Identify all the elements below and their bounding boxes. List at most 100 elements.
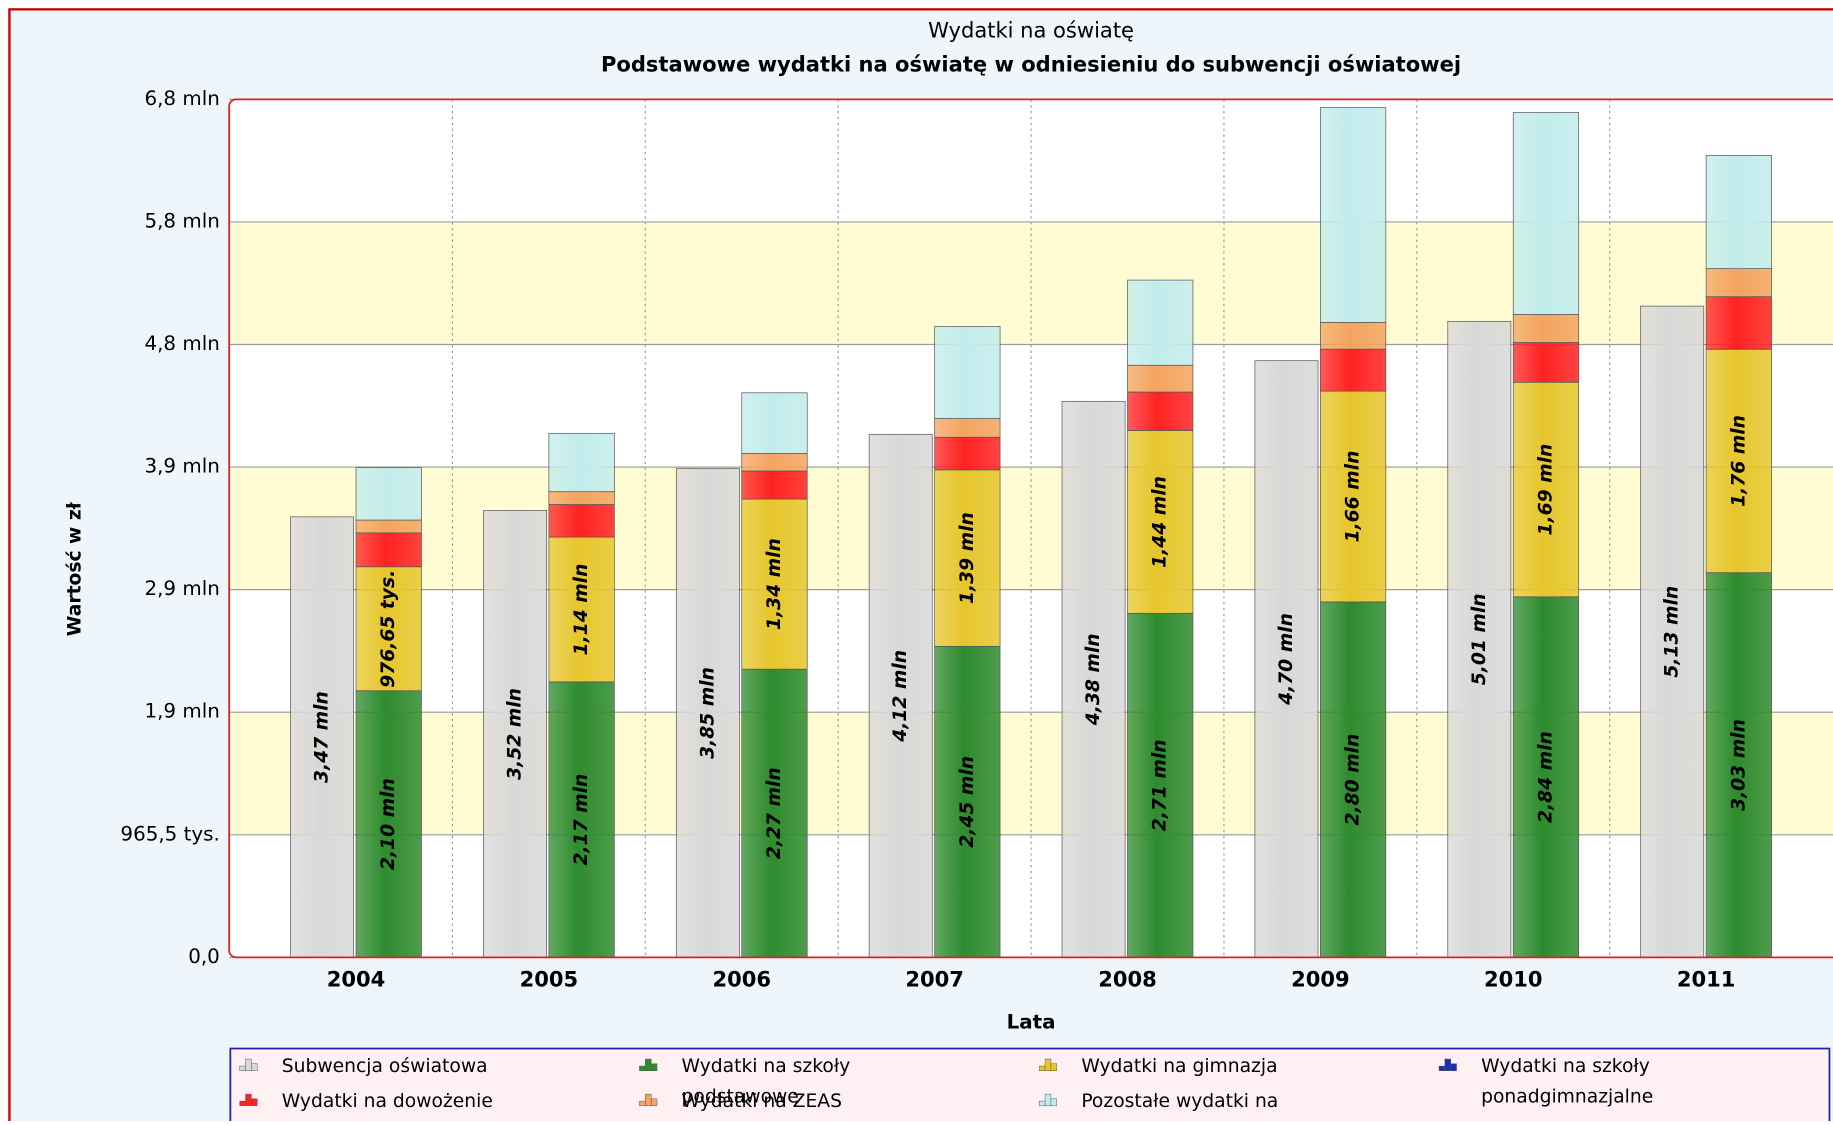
bar: [548, 536, 615, 683]
bar: [1705, 268, 1772, 298]
x-tick-label: 2009: [1291, 967, 1350, 992]
y-tick-label: 6,8 mln: [144, 87, 219, 110]
bar: [934, 326, 1001, 419]
bar: [1127, 279, 1194, 366]
bar: [1640, 305, 1705, 958]
bar: [355, 519, 422, 534]
bar: [1320, 601, 1387, 958]
bar: [741, 453, 808, 472]
y-tick-label: 4,8 mln: [144, 332, 219, 355]
bar: [1254, 360, 1319, 958]
value-label: 2,45 mln: [957, 756, 978, 848]
bar: [290, 516, 355, 958]
bar: [1061, 400, 1126, 958]
y-axis-label: Wartość w zł: [64, 501, 85, 636]
legend-swatch: [1044, 1058, 1052, 1071]
bar: [741, 498, 808, 670]
legend-label: Subwencja oświatowa: [281, 1054, 488, 1077]
bar: [934, 469, 1001, 647]
legend-swatch: [650, 1098, 658, 1107]
y-tick-label: 1,9 mln: [144, 700, 219, 723]
y-tick-label: 0,0: [188, 945, 220, 968]
bar: [548, 504, 615, 538]
value-label: 5,13 mln: [1662, 586, 1683, 678]
bar: [1320, 107, 1387, 323]
bar: [1512, 112, 1580, 315]
y-tick-label: 5,8 mln: [144, 209, 219, 232]
bar: [355, 690, 422, 958]
bar: [1127, 364, 1194, 393]
value-label: 3,52 mln: [504, 688, 525, 780]
x-tick-label: 2006: [712, 967, 771, 992]
x-axis-label: Lata: [1007, 1010, 1056, 1033]
value-label: 4,70 mln: [1276, 613, 1297, 706]
legend-item: Wydatki na szkoły ponadgimnazjalne: [1481, 1054, 1654, 1107]
legend-swatch: [639, 1100, 646, 1107]
value-label: 3,47 mln: [312, 691, 333, 783]
legend-swatch: [245, 1058, 252, 1071]
legend-label: Pozostałe wydatki na oswiatę: [1081, 1089, 1279, 1125]
value-label: 2,71 mln: [1150, 739, 1171, 831]
bar: [1705, 348, 1772, 574]
legend-item: Wydatki na gimnazja: [1081, 1054, 1278, 1077]
value-label: 1,76 mln: [1728, 415, 1749, 507]
legend-swatch: [251, 1098, 258, 1107]
legend-swatch: [1050, 1063, 1058, 1071]
bar: [548, 491, 615, 505]
bar: [1512, 342, 1580, 383]
legend-item: Wydatki na ZEAS: [681, 1089, 842, 1112]
bar: [934, 418, 1001, 438]
legend-swatch: [645, 1093, 652, 1107]
bar: [1705, 155, 1772, 269]
legend-label: Wydatki na szkoły podstawowe: [681, 1054, 851, 1107]
value-label: 1,66 mln: [1343, 451, 1364, 543]
legend-label: Wydatki na szkoły ponadgimnazjalne: [1481, 1054, 1654, 1107]
x-tick-label: 2010: [1484, 967, 1543, 992]
bar: [1512, 314, 1580, 343]
bar: [1512, 381, 1580, 598]
legend-swatch: [1438, 1065, 1446, 1071]
legend-swatch: [245, 1093, 252, 1107]
legend-swatch: [1039, 1100, 1046, 1107]
value-label: 3,85 mln: [697, 667, 718, 759]
bar: [868, 433, 933, 958]
value-label: 4,38 mln: [1083, 633, 1104, 726]
bar: [1320, 390, 1387, 603]
bar: [1127, 430, 1194, 614]
y-tick-label: 965,5 tys.: [120, 822, 219, 845]
value-label: 1,14 mln: [571, 564, 592, 656]
legend-item: Subwencja oświatowa: [281, 1054, 488, 1077]
legend-swatch: [645, 1058, 652, 1071]
bar: [548, 432, 615, 493]
bar: [355, 532, 422, 568]
legend: [229, 1047, 1831, 1125]
y-tick-label: 2,9 mln: [144, 577, 219, 600]
legend-label: Wydatki na dowożenie uczniów: [281, 1089, 493, 1125]
value-label: 5,01 mln: [1469, 593, 1490, 685]
legend-item: Wydatki na dowożenie uczniów: [281, 1089, 493, 1125]
bar: [1127, 612, 1194, 958]
value-label: 1,39 mln: [957, 512, 978, 604]
bar: [548, 681, 615, 958]
x-tick-label: 2008: [1098, 967, 1157, 992]
legend-label: Wydatki na gimnazja: [1081, 1054, 1278, 1077]
value-label: 976,65 tys.: [378, 570, 399, 688]
bar: [1447, 320, 1512, 958]
legend-swatch: [1450, 1063, 1457, 1071]
bar: [934, 436, 1001, 471]
bar: [483, 510, 547, 958]
legend-swatch: [239, 1100, 246, 1107]
value-label: 2,27 mln: [764, 767, 785, 859]
legend-swatch: [639, 1065, 646, 1071]
x-tick-label: 2004: [327, 967, 386, 992]
chart-title: Wydatki na oświatę: [928, 18, 1134, 43]
legend-item: Wydatki na szkoły podstawowe: [681, 1054, 851, 1107]
bar: [741, 668, 808, 958]
bar: [1320, 348, 1387, 392]
value-label: 4,12 mln: [890, 650, 911, 743]
x-tick-label: 2005: [520, 967, 579, 992]
bar: [675, 468, 740, 958]
bar: [934, 645, 1001, 958]
legend-label: Wydatki na ZEAS: [681, 1089, 842, 1112]
